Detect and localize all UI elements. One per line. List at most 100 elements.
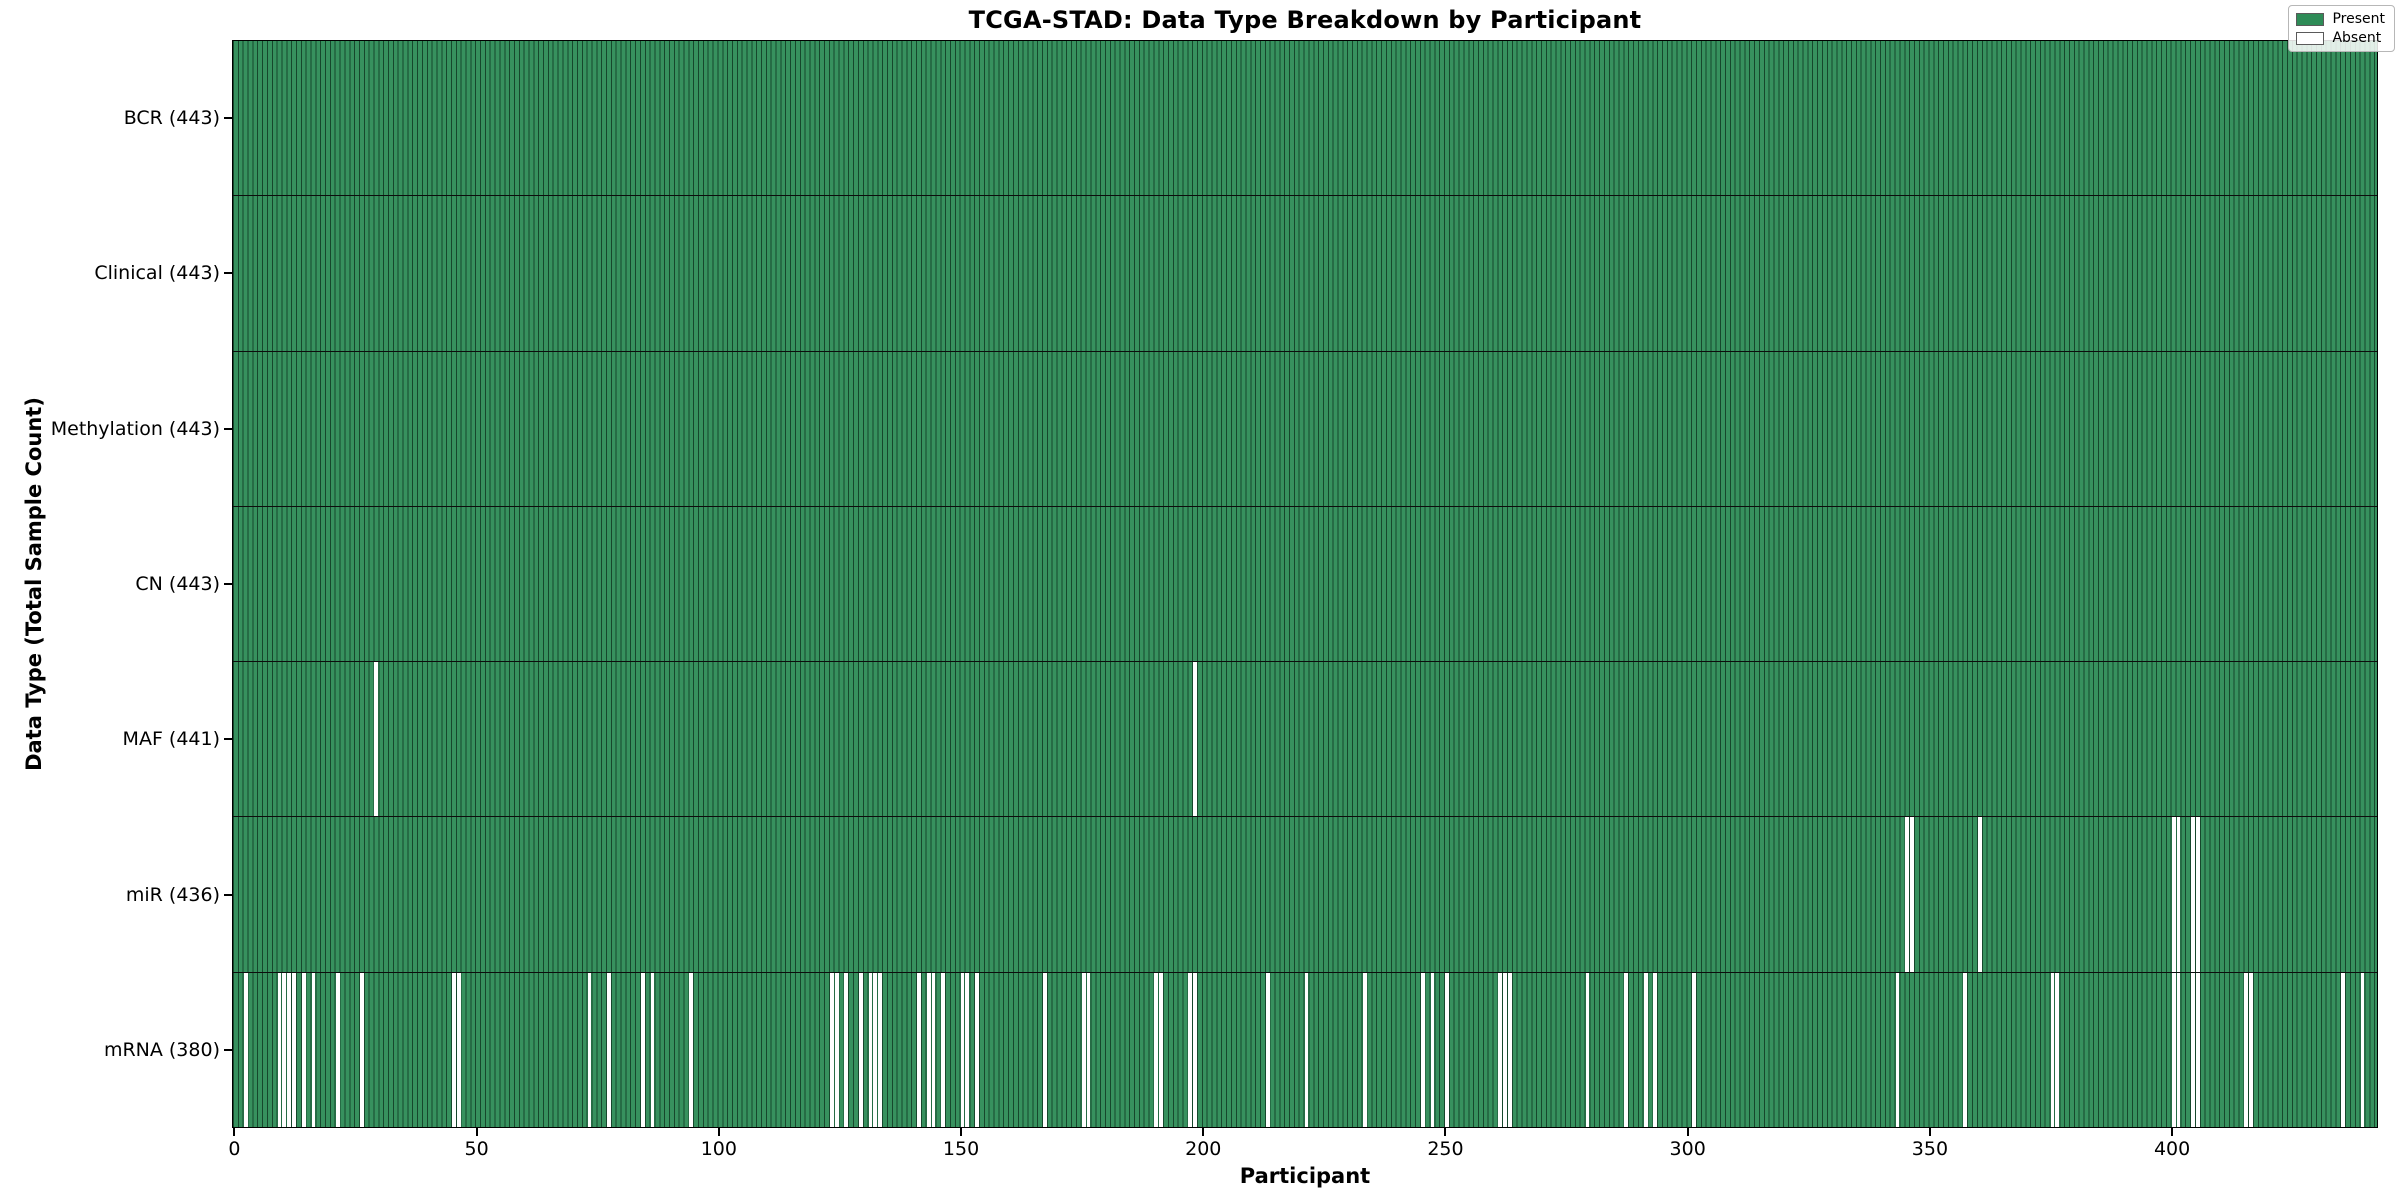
- absent-bar: [2341, 972, 2346, 1127]
- x-tick-mark: [475, 1128, 478, 1136]
- absent-bar: [374, 662, 379, 817]
- x-tick-label: 300: [1669, 1138, 1706, 1160]
- absent-bar: [1624, 972, 1629, 1127]
- absent-swatch-icon: [2296, 31, 2325, 45]
- heatmap-row-cn: [233, 505, 2377, 662]
- x-tick-mark: [1444, 1128, 1447, 1136]
- y-tick-mark: [224, 427, 232, 430]
- absent-bar: [965, 972, 970, 1127]
- absent-bar: [1643, 972, 1648, 1127]
- x-tick-label: 50: [464, 1138, 489, 1160]
- heatmap-row-bcr: [233, 41, 2377, 196]
- y-tick-mark: [224, 116, 232, 119]
- absent-bar: [1653, 972, 1658, 1127]
- absent-bar: [587, 972, 592, 1127]
- x-tick-mark: [960, 1128, 963, 1136]
- y-tick-mark: [224, 272, 232, 275]
- x-axis-title: Participant: [1239, 1164, 1371, 1188]
- chart-title: TCGA-STAD: Data Type Breakdown by Partic…: [968, 6, 1642, 34]
- absent-bar: [1086, 972, 1091, 1127]
- absent-bar: [1905, 817, 1910, 972]
- absent-bar: [917, 972, 921, 1127]
- absent-bar: [282, 972, 287, 1127]
- absent-bar: [931, 972, 936, 1127]
- absent-bar: [2191, 817, 2195, 972]
- absent-bar: [1977, 817, 1982, 972]
- plot-area: [232, 40, 2378, 1128]
- absent-bar: [1081, 972, 1086, 1127]
- absent-bar: [2055, 972, 2060, 1127]
- absent-bar: [2360, 972, 2365, 1127]
- y-tick-label: miR (436): [125, 883, 220, 906]
- absent-bar: [451, 972, 456, 1127]
- absent-bar: [878, 972, 883, 1127]
- absent-bar: [1585, 972, 1590, 1127]
- present-swatch-icon: [2296, 12, 2325, 26]
- absent-bar: [277, 972, 282, 1127]
- y-tick-mark: [224, 738, 232, 741]
- y-tick-label: CN (443): [135, 573, 220, 595]
- absent-bar: [2050, 972, 2055, 1127]
- absent-bar: [1420, 972, 1425, 1127]
- x-tick-mark: [717, 1128, 720, 1136]
- absent-bar: [640, 972, 645, 1127]
- absent-bar: [834, 972, 839, 1127]
- absent-bar: [1430, 972, 1435, 1127]
- absent-bar: [1508, 972, 1512, 1127]
- absent-bar: [2195, 817, 2200, 972]
- absent-bar: [650, 972, 655, 1127]
- absent-bar: [1265, 972, 1270, 1127]
- absent-bar: [359, 972, 364, 1127]
- legend: Present Absent: [2288, 5, 2395, 52]
- absent-bar: [1692, 972, 1696, 1127]
- absent-bar: [1188, 972, 1193, 1127]
- absent-bar: [941, 972, 946, 1127]
- heatmap-row-methylation: [233, 350, 2377, 506]
- x-tick-label: 250: [1427, 1138, 1464, 1160]
- absent-bar: [858, 972, 863, 1127]
- absent-bar: [975, 972, 979, 1127]
- absent-bar: [243, 972, 248, 1127]
- heatmap-row-mir: [233, 816, 2377, 972]
- absent-bar: [2176, 817, 2181, 972]
- y-tick-label: Clinical (443): [94, 262, 220, 285]
- y-tick-mark: [224, 583, 232, 585]
- absent-bar: [1445, 972, 1449, 1127]
- x-tick-label: 150: [942, 1138, 980, 1160]
- absent-bar: [844, 972, 849, 1127]
- absent-bar: [868, 972, 873, 1127]
- heatmap-row-mrna: [233, 971, 2377, 1127]
- absent-bar: [1362, 972, 1367, 1127]
- absent-bar: [1910, 817, 1914, 972]
- absent-bar: [1963, 972, 1968, 1127]
- legend-item-present: Present: [2296, 12, 2385, 26]
- y-tick-mark: [224, 1049, 232, 1052]
- absent-bar: [335, 972, 340, 1127]
- absent-bar: [829, 972, 834, 1127]
- x-tick-label: 400: [2153, 1138, 2191, 1160]
- x-tick-mark: [2171, 1128, 2174, 1136]
- absent-bar: [1895, 972, 1900, 1127]
- absent-bar: [2171, 972, 2176, 1127]
- y-tick-label: BCR (443): [123, 106, 220, 129]
- absent-bar: [2176, 972, 2181, 1127]
- absent-bar: [1193, 662, 1197, 817]
- y-tick-label: MAF (441): [122, 728, 220, 751]
- legend-present-label: Present: [2332, 11, 2385, 27]
- x-tick-mark: [1928, 1128, 1931, 1136]
- absent-bar: [1304, 972, 1309, 1127]
- absent-bar: [926, 972, 931, 1127]
- absent-bar: [1498, 972, 1503, 1127]
- absent-bar: [1154, 972, 1159, 1127]
- x-tick-mark: [1686, 1128, 1689, 1136]
- x-tick-label: 200: [1185, 1138, 1222, 1160]
- absent-bar: [287, 972, 292, 1127]
- y-tick-label: Methylation (443): [50, 417, 220, 440]
- absent-bar: [2244, 972, 2249, 1127]
- absent-bar: [2171, 817, 2176, 972]
- absent-bar: [607, 972, 611, 1127]
- legend-absent-label: Absent: [2332, 30, 2382, 46]
- x-tick-label: 0: [228, 1138, 241, 1160]
- absent-bar: [292, 972, 296, 1127]
